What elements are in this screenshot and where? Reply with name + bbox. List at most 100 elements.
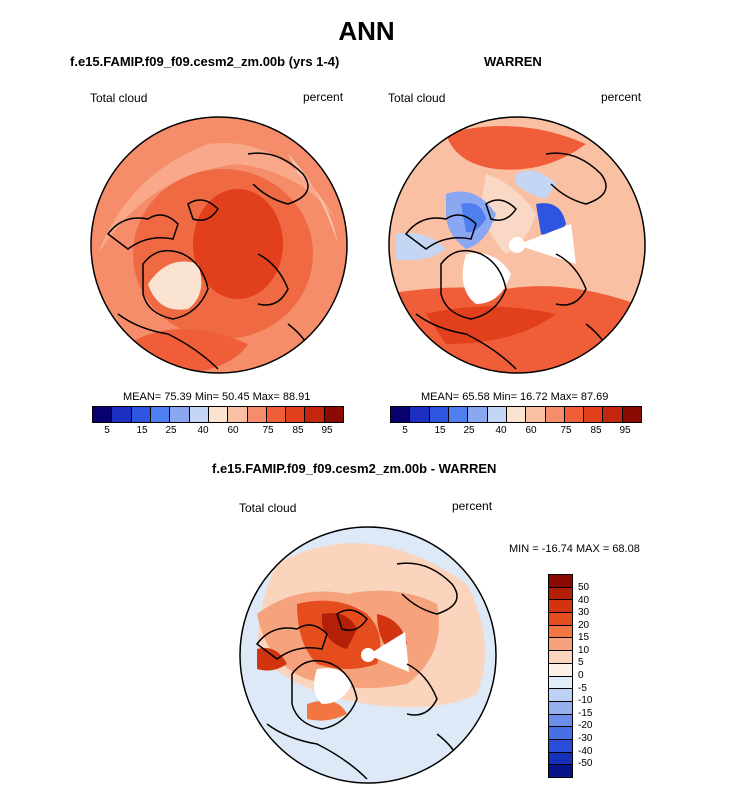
panel2-field-pale bbox=[481, 174, 536, 254]
panel3-greenland-missing bbox=[313, 668, 352, 704]
panel2-field-south-max bbox=[426, 306, 556, 344]
panel1-colorbar-swatch bbox=[228, 407, 248, 422]
panel1-colorbar-tick: 95 bbox=[321, 425, 333, 436]
panel1-colorbar bbox=[92, 406, 344, 423]
panel2-field-blue-east bbox=[536, 203, 566, 236]
panel1-title: f.e15.FAMIP.f09_f09.cesm2_zm.00b (yrs 1-… bbox=[70, 54, 340, 69]
panel3-colorbar-tick: 0 bbox=[578, 670, 584, 681]
panel3-colorbar-swatch bbox=[549, 676, 572, 690]
panel3-polar-map bbox=[239, 526, 497, 784]
panel1-colorbar-swatch bbox=[112, 407, 132, 422]
panel3-colorbar-tick: 30 bbox=[578, 607, 590, 618]
panel2-field-light-blue bbox=[516, 170, 556, 199]
panel2-colorbar-swatch bbox=[564, 407, 585, 422]
panel3-variable-label: Total cloud bbox=[239, 501, 297, 515]
panel2-colorbar-tick: 60 bbox=[525, 425, 537, 436]
panel3-colorbar-tick: -50 bbox=[578, 758, 593, 769]
panel3-title: f.e15.FAMIP.f09_f09.cesm2_zm.00b - WARRE… bbox=[212, 461, 497, 476]
panel3-colorbar-tick: 50 bbox=[578, 582, 590, 593]
panel3-colorbar-tick: -15 bbox=[578, 708, 593, 719]
panel3-colorbar-swatch bbox=[549, 701, 572, 715]
panel3-colorbar-tick: -40 bbox=[578, 746, 593, 757]
panel1-colorbar-swatch bbox=[247, 407, 267, 422]
panel2-colorbar-swatch bbox=[468, 407, 488, 422]
panel2-colorbar-swatch bbox=[391, 407, 411, 422]
panel3-colorbar-swatch bbox=[549, 689, 572, 702]
panel2-colorbar-swatch bbox=[429, 407, 449, 422]
panel3-colorbar-tick: 15 bbox=[578, 632, 590, 643]
panel2-missing-wedge bbox=[517, 224, 576, 264]
panel1-colorbar-tick: 25 bbox=[165, 425, 177, 436]
panel3-field-south-spot bbox=[307, 700, 347, 721]
panel2-colorbar-swatch bbox=[410, 407, 430, 422]
panel1-polar-map bbox=[90, 116, 348, 374]
panel1-units-label: percent bbox=[303, 90, 344, 104]
panel2-colorbar-tick: 15 bbox=[434, 425, 446, 436]
panel1-colorbar-swatch bbox=[170, 407, 190, 422]
panel1-field-lighter2 bbox=[288, 154, 338, 244]
panel1-colorbar-tick: 40 bbox=[197, 425, 209, 436]
panel3-colorbar-tick: -30 bbox=[578, 733, 593, 744]
panel2-units-label: percent bbox=[601, 90, 642, 104]
panel1-colorbar-swatch bbox=[189, 407, 209, 422]
panel2-polar-map bbox=[388, 116, 646, 374]
panel3-pole-hole bbox=[361, 648, 375, 662]
panel2-coastlines bbox=[404, 152, 617, 370]
panel1-colorbar-swatch bbox=[286, 407, 306, 422]
panel3-colorbar-tick: 5 bbox=[578, 657, 584, 668]
panel1-stats: MEAN= 75.39 Min= 50.45 Max= 88.91 bbox=[123, 391, 311, 403]
panel3-units-label: percent bbox=[452, 499, 493, 513]
panel2-variable-label: Total cloud bbox=[388, 91, 446, 105]
panel2-field-light-blue-west bbox=[396, 233, 446, 261]
panel2-colorbar-swatch bbox=[526, 407, 546, 422]
panel1-coastlines bbox=[106, 152, 319, 370]
panel3-colorbar-swatch bbox=[549, 587, 572, 601]
panel2-pole-hole bbox=[509, 237, 525, 253]
panel1-greenland-min bbox=[148, 261, 202, 310]
panel2-colorbar-tick: 40 bbox=[495, 425, 507, 436]
panel3-field-max bbox=[322, 613, 357, 649]
panel3-colorbar-swatch bbox=[549, 765, 572, 777]
panel1-colorbar-swatch bbox=[305, 407, 325, 422]
panel3-colorbar-tick: 10 bbox=[578, 645, 590, 656]
panel2-colorbar-tick: 25 bbox=[463, 425, 475, 436]
panel3-colorbar-tick: -5 bbox=[578, 683, 587, 694]
panel1-colorbar-swatch bbox=[266, 407, 287, 422]
panel1-field-max bbox=[193, 189, 283, 299]
panel2-colorbar-swatch bbox=[622, 407, 642, 422]
panel2-colorbar-swatch bbox=[603, 407, 623, 422]
panel1-colorbar-swatch bbox=[208, 407, 229, 422]
panel2-colorbar-tick: 5 bbox=[402, 425, 408, 436]
panel3-map-border bbox=[239, 526, 497, 784]
panel2-colorbar-swatch bbox=[506, 407, 527, 422]
panel1-map-border bbox=[90, 116, 348, 374]
panel1-colorbar-tick: 5 bbox=[104, 425, 110, 436]
panel3-colorbar-swatch bbox=[549, 752, 572, 766]
panel2-colorbar-swatch bbox=[584, 407, 604, 422]
panel3-colorbar-swatch bbox=[549, 600, 572, 614]
panel3-colorbar-tick: 20 bbox=[578, 620, 590, 631]
panel1-colorbar-tick: 15 bbox=[136, 425, 148, 436]
panel1-colorbar-tick: 60 bbox=[227, 425, 239, 436]
panel2-title: WARREN bbox=[484, 54, 542, 69]
panel3-stats: MIN = -16.74 MAX = 68.08 bbox=[509, 543, 640, 555]
panel3-colorbar-tick: 40 bbox=[578, 595, 590, 606]
panel2-colorbar bbox=[390, 406, 642, 423]
main-title: ANN bbox=[338, 16, 395, 46]
panel2-colorbar-swatch bbox=[545, 407, 565, 422]
panel3-colorbar-swatch bbox=[549, 575, 572, 588]
panel3-field-west-high bbox=[257, 648, 287, 671]
panel1-colorbar-swatch bbox=[131, 407, 151, 422]
panel3-colorbar-tick: -20 bbox=[578, 720, 593, 731]
panel1-colorbar-swatch bbox=[324, 407, 344, 422]
panel2-colorbar-swatch bbox=[487, 407, 507, 422]
panel2-colorbar-tick: 75 bbox=[560, 425, 572, 436]
panel2-colorbar-tick: 85 bbox=[590, 425, 602, 436]
panel1-colorbar-swatch bbox=[93, 407, 113, 422]
panel3-colorbar-swatch bbox=[549, 613, 572, 626]
panel1-field-lighter bbox=[98, 143, 338, 254]
panel3-colorbar-swatch bbox=[549, 714, 572, 728]
panel2-field-blue-west-deep bbox=[461, 203, 486, 233]
panel1-colorbar-tick: 85 bbox=[292, 425, 304, 436]
panel2-colorbar-swatch bbox=[448, 407, 469, 422]
